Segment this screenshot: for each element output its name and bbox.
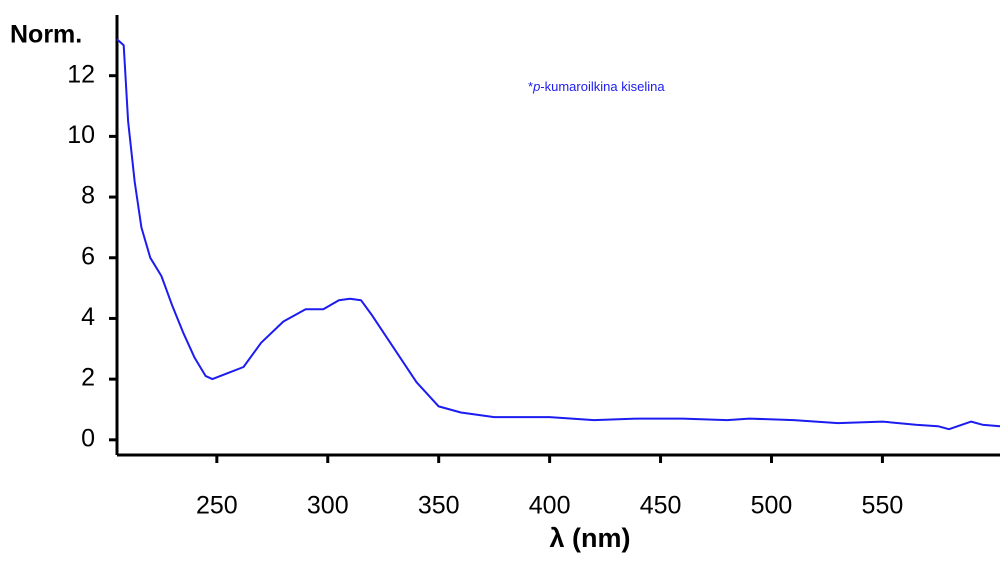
annotation-part: -kumaroilkina kiselina <box>540 79 665 94</box>
y-tick-label: 0 <box>81 424 95 452</box>
y-axis-label: Norm. <box>10 21 82 49</box>
annotation: *p-kumaroilkina kiselina <box>528 79 665 94</box>
x-tick-label: 500 <box>751 492 793 520</box>
y-tick-label: 6 <box>81 242 95 270</box>
y-tick-label: 8 <box>81 182 95 210</box>
y-tick-label: 10 <box>67 121 95 149</box>
y-tick-label: 12 <box>67 60 95 88</box>
data-line <box>116 38 1000 431</box>
x-tick-label: 350 <box>418 492 460 520</box>
x-tick-label: 450 <box>640 492 682 520</box>
x-tick-label: 300 <box>307 492 349 520</box>
y-tick-label: 2 <box>81 364 95 392</box>
x-tick-label: 250 <box>196 492 238 520</box>
x-tick-label: 550 <box>862 492 904 520</box>
x-axis-label: λ (nm) <box>550 523 631 553</box>
y-tick-label: 4 <box>81 303 95 331</box>
annotation-part: p <box>532 79 540 94</box>
annotation-part: * <box>528 79 533 94</box>
x-tick-label: 400 <box>529 492 571 520</box>
